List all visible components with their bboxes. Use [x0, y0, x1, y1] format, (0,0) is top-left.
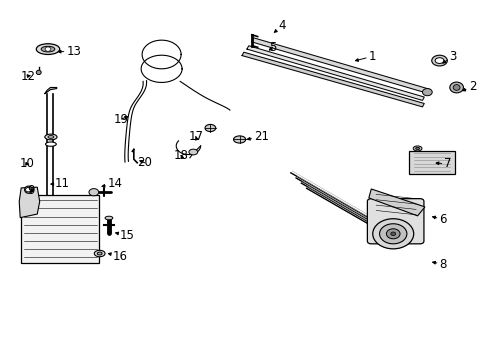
- FancyBboxPatch shape: [408, 150, 454, 174]
- Ellipse shape: [204, 125, 215, 132]
- Circle shape: [372, 219, 413, 249]
- Text: 4: 4: [274, 19, 285, 32]
- Ellipse shape: [48, 135, 54, 138]
- Polygon shape: [246, 46, 424, 100]
- Text: 19: 19: [114, 113, 128, 126]
- Ellipse shape: [105, 216, 113, 220]
- Circle shape: [422, 89, 431, 96]
- Circle shape: [390, 232, 395, 235]
- Ellipse shape: [449, 82, 463, 93]
- Text: 12: 12: [20, 69, 35, 82]
- Circle shape: [379, 224, 406, 244]
- Text: 5: 5: [268, 41, 276, 54]
- Ellipse shape: [41, 46, 55, 52]
- Circle shape: [89, 189, 99, 196]
- FancyBboxPatch shape: [366, 199, 423, 244]
- Ellipse shape: [434, 58, 443, 63]
- Text: 13: 13: [58, 45, 81, 58]
- Text: 2: 2: [462, 80, 475, 93]
- Ellipse shape: [36, 70, 41, 75]
- Text: 7: 7: [435, 157, 451, 170]
- Text: 18: 18: [173, 149, 188, 162]
- Ellipse shape: [45, 142, 56, 146]
- Circle shape: [386, 229, 399, 239]
- Ellipse shape: [452, 85, 459, 90]
- Text: 16: 16: [108, 249, 127, 262]
- Ellipse shape: [45, 134, 57, 140]
- Text: 14: 14: [102, 177, 122, 190]
- Text: 6: 6: [432, 213, 446, 226]
- Polygon shape: [242, 52, 424, 107]
- Ellipse shape: [431, 55, 447, 66]
- Polygon shape: [251, 38, 428, 93]
- Text: 21: 21: [247, 130, 269, 144]
- Text: 3: 3: [442, 50, 456, 63]
- Text: 15: 15: [115, 229, 135, 242]
- Ellipse shape: [97, 252, 102, 255]
- Polygon shape: [19, 187, 40, 218]
- Polygon shape: [44, 87, 57, 94]
- Text: 8: 8: [432, 258, 446, 271]
- Ellipse shape: [233, 136, 245, 143]
- Ellipse shape: [36, 44, 60, 54]
- Text: 11: 11: [51, 177, 69, 190]
- Ellipse shape: [24, 186, 32, 193]
- Circle shape: [45, 47, 51, 51]
- Ellipse shape: [415, 147, 419, 149]
- Text: 1: 1: [355, 50, 376, 63]
- Circle shape: [25, 188, 31, 192]
- Text: 20: 20: [137, 156, 152, 169]
- Text: 17: 17: [188, 130, 203, 144]
- Text: 9: 9: [27, 184, 35, 197]
- Ellipse shape: [94, 250, 105, 257]
- Text: 10: 10: [19, 157, 34, 170]
- Bar: [21, 195, 99, 263]
- Polygon shape: [368, 189, 424, 216]
- Ellipse shape: [412, 146, 421, 151]
- Ellipse shape: [188, 149, 197, 155]
